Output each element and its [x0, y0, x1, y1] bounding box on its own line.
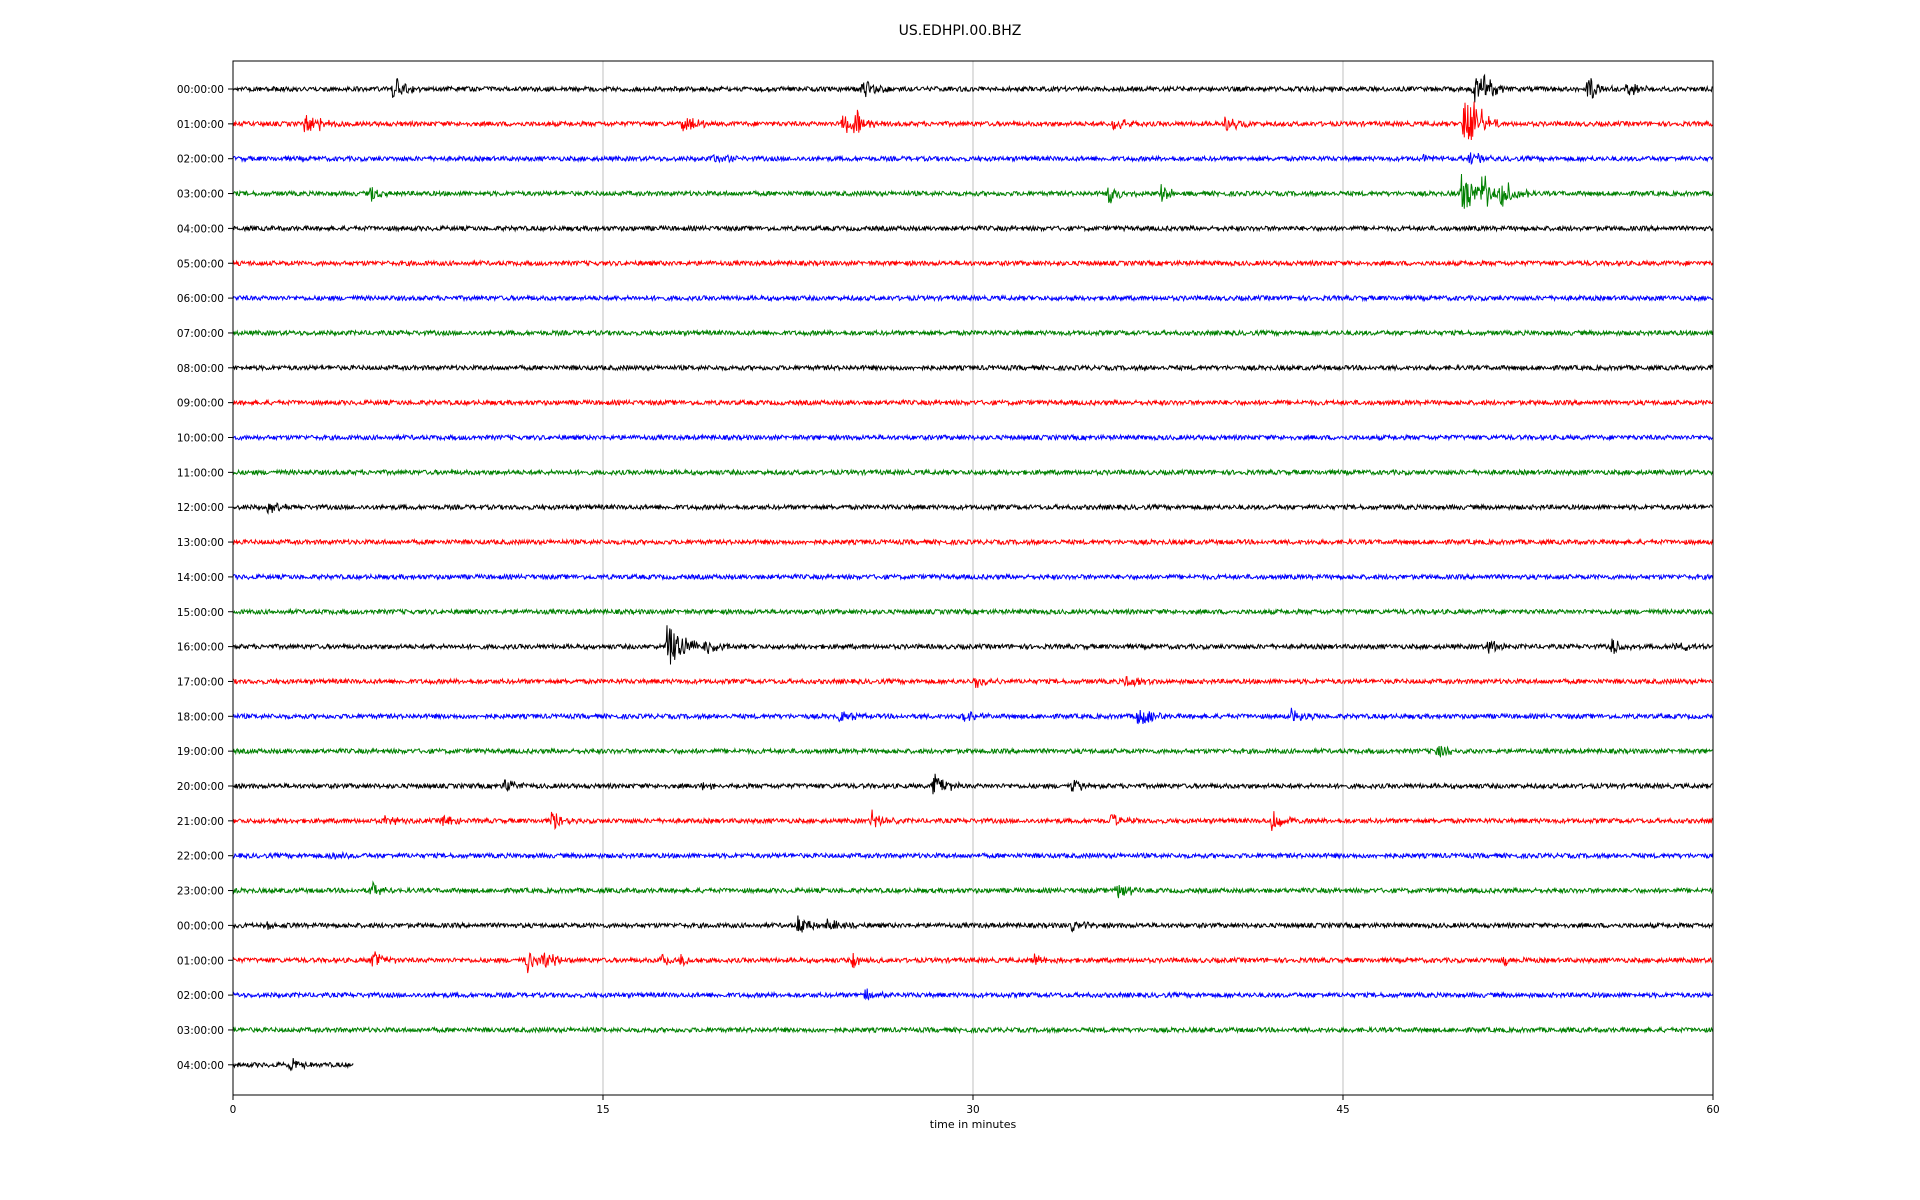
y-tick-label: 20:00:00 — [177, 781, 224, 793]
x-tick-label: 60 — [1706, 1104, 1719, 1116]
trace-line — [232, 433, 1714, 442]
y-tick-label: 18:00:00 — [177, 711, 224, 723]
trace-line — [232, 607, 1713, 616]
trace-line — [232, 537, 1714, 547]
trace-line — [232, 173, 1714, 209]
x-axis-label: time in minutes — [930, 1118, 1017, 1131]
trace-line — [232, 625, 1714, 665]
y-tick-label: 06:00:00 — [177, 293, 224, 305]
trace-line — [232, 224, 1714, 233]
y-tick-label: 00:00:00 — [177, 84, 224, 96]
y-tick-label: 10:00:00 — [177, 433, 224, 445]
trace-line — [232, 328, 1714, 338]
trace-line — [232, 1057, 354, 1072]
trace-line — [232, 745, 1714, 759]
seismic-traces — [232, 73, 1714, 1072]
trace-line — [232, 850, 1714, 860]
x-tick-label: 15 — [596, 1104, 609, 1116]
y-tick-label: 03:00:00 — [177, 189, 224, 201]
trace-line — [232, 773, 1713, 795]
y-tick-label: 01:00:00 — [177, 955, 224, 967]
chart-title: US.EDHPI.00.BHZ — [899, 23, 1022, 39]
y-tick-label: 04:00:00 — [177, 223, 224, 235]
trace-line — [232, 101, 1714, 141]
y-tick-label: 02:00:00 — [177, 990, 224, 1002]
y-tick-label: 07:00:00 — [177, 328, 224, 340]
trace-line — [232, 809, 1714, 831]
y-tick-label: 05:00:00 — [177, 258, 224, 270]
y-tick-label: 23:00:00 — [177, 886, 224, 898]
y-tick-label: 11:00:00 — [177, 467, 224, 479]
x-tick-label: 0 — [230, 1104, 237, 1116]
y-tick-labels: 00:00:00 01:00:00 02:00:00 03:00:00 04:00:00… — [177, 84, 233, 1072]
y-tick-label: 17:00:00 — [177, 676, 224, 688]
trace-line — [232, 293, 1714, 303]
y-tick-label: 00:00:00 — [177, 920, 224, 932]
y-tick-label: 22:00:00 — [177, 851, 224, 863]
y-tick-label: 03:00:00 — [177, 1025, 224, 1037]
y-tick-label: 21:00:00 — [177, 816, 224, 828]
trace-line — [232, 676, 1714, 688]
trace-line — [232, 73, 1713, 103]
x-tick-label: 30 — [966, 1104, 979, 1116]
y-tick-label: 02:00:00 — [177, 154, 224, 166]
y-tick-label: 09:00:00 — [177, 398, 224, 410]
trace-line — [232, 915, 1714, 933]
y-tick-label: 12:00:00 — [177, 502, 224, 514]
trace-line — [232, 398, 1714, 407]
x-axis-ticks: 0 15 30 45 60 — [230, 1095, 1720, 1116]
y-tick-label: 01:00:00 — [177, 119, 224, 131]
plot-area-frame — [232, 60, 1714, 1096]
trace-line — [232, 988, 1714, 1001]
trace-line — [232, 951, 1713, 974]
y-tick-label: 15:00:00 — [177, 607, 224, 619]
trace-line — [232, 152, 1714, 166]
trace-line — [232, 502, 1714, 515]
trace-line — [232, 572, 1714, 582]
trace-line — [232, 259, 1714, 268]
y-tick-label: 04:00:00 — [177, 1060, 224, 1072]
trace-line — [232, 707, 1714, 725]
x-tick-label: 45 — [1336, 1104, 1349, 1116]
trace-line — [232, 468, 1714, 477]
trace-line — [232, 363, 1714, 372]
y-tick-label: 16:00:00 — [177, 642, 224, 654]
y-tick-label: 14:00:00 — [177, 572, 224, 584]
y-tick-label: 13:00:00 — [177, 537, 224, 549]
trace-line — [232, 880, 1714, 899]
y-tick-label: 19:00:00 — [177, 746, 224, 758]
y-tick-label: 08:00:00 — [177, 363, 224, 375]
trace-line — [232, 1025, 1714, 1035]
